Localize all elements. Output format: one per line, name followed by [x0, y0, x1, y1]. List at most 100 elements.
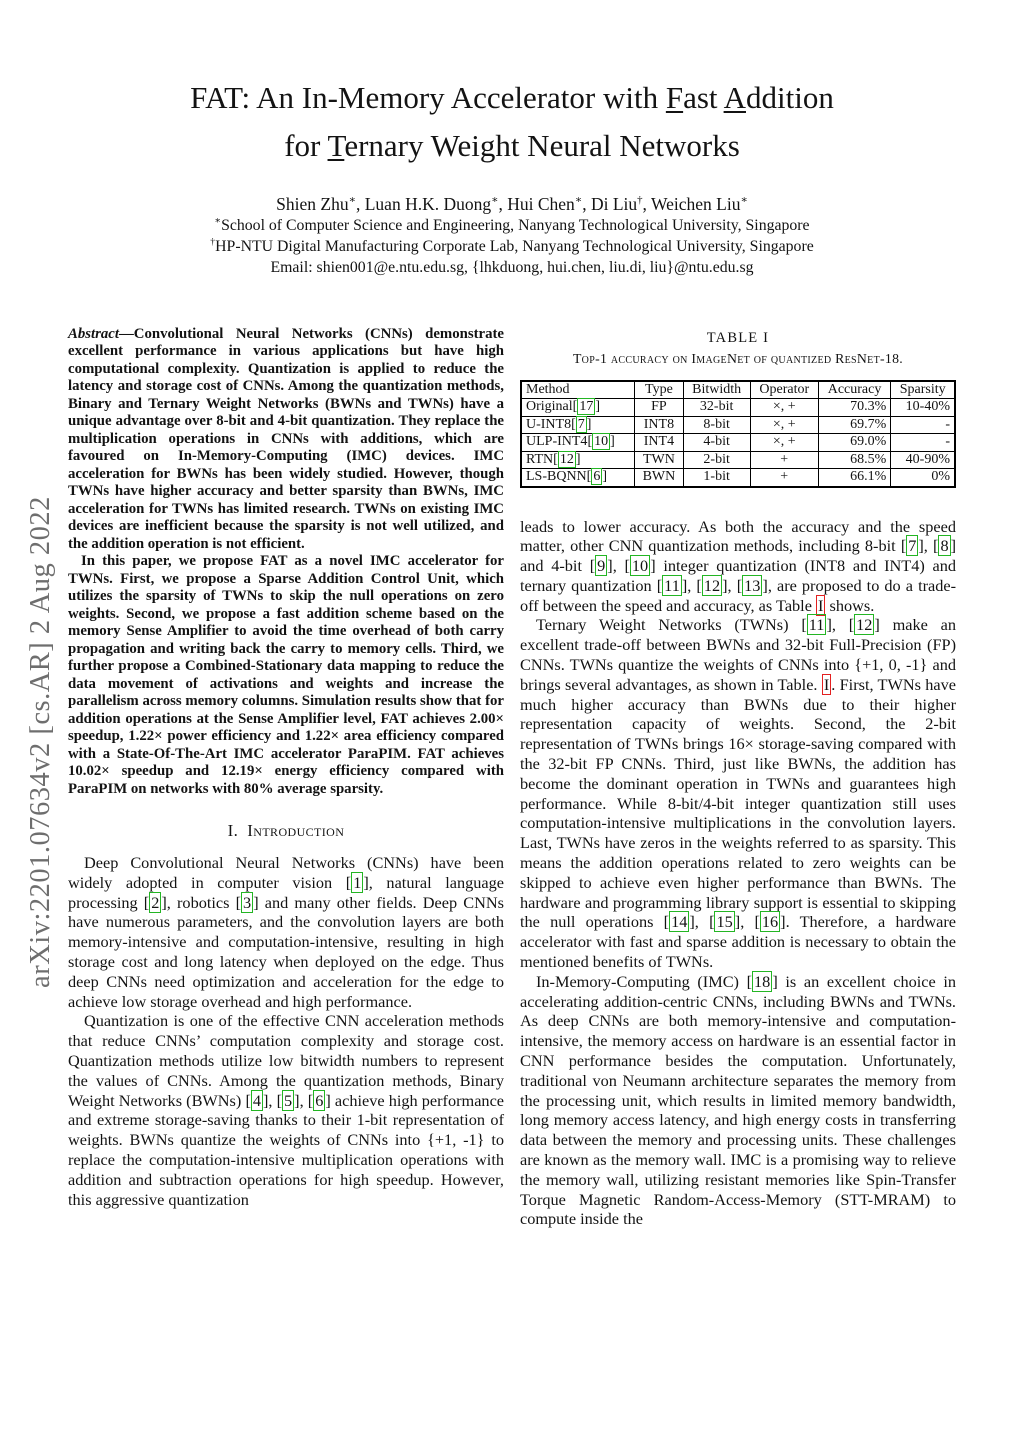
text-segment: , Weichen Liu [642, 194, 741, 214]
citation-link[interactable]: 13 [742, 574, 763, 596]
cell-type: FP [634, 398, 684, 417]
text-segment: ∗ [348, 194, 356, 207]
text-segment: . Therefore, a hardware accelerator with… [520, 912, 957, 972]
column-header-sparsity: Sparsity [890, 380, 956, 399]
citation-link[interactable]: 5 [282, 1089, 295, 1111]
table-row: LS-BQNN[6] BWN 1-bit + 66.1% 0% [520, 468, 956, 487]
title-line-2: for Ternary Weight Neural Networks [284, 128, 740, 163]
body-paragraph-imc: In-Memory-Computing (IMC) [18] is an exc… [520, 970, 956, 1229]
table-ref-link[interactable]: I [816, 594, 826, 616]
citation-link[interactable]: 17 [577, 398, 596, 416]
text-segment: , robotics [166, 892, 236, 912]
text-segment: ∗ [491, 194, 499, 207]
cell-method: RTN[12] [520, 450, 636, 469]
text-segment: FAT: An In-Memory Accelerator with [190, 80, 666, 115]
text-segment: , [740, 912, 755, 932]
text-segment: , Di Liu [582, 194, 638, 214]
citation-link[interactable]: 10 [592, 433, 611, 451]
text-segment: F [665, 80, 684, 115]
text-segment: LS-BQNN [526, 469, 587, 485]
cell-sparsity: - [890, 433, 956, 452]
citation-link[interactable]: 1 [351, 871, 364, 893]
cell-accuracy: 66.1% [817, 468, 892, 487]
paper-sheet: FAT: An In-Memory Accelerator with Fast … [68, 0, 956, 1229]
cell-sparsity: 0% [890, 468, 956, 487]
left-column: Abstract—Convolutional Neural Networks (… [68, 326, 504, 1210]
body-paragraph-quantization-tradeoff: leads to lower accuracy. As both the acc… [520, 516, 957, 616]
citation-link[interactable]: 4 [250, 1089, 263, 1111]
text-segment: for [284, 128, 328, 163]
table1-label: TABLE I [706, 329, 770, 346]
citation-link[interactable]: 2 [149, 891, 162, 913]
text-segment: . First, TWNs have much higher accuracy … [520, 674, 957, 932]
text-segment: , [612, 556, 625, 576]
text-segment: ∗ [574, 194, 583, 207]
text-segment: † [637, 194, 643, 207]
introduction-text: Deep Convolutional Neural Networks (CNNs… [68, 853, 504, 1209]
table-ref-link[interactable]: I [821, 673, 832, 695]
citation-link[interactable]: 6 [313, 1089, 326, 1111]
cell-bitwidth: 1-bit [682, 468, 751, 487]
intro-paragraph-1: Deep Convolutional Neural Networks (CNNs… [68, 853, 504, 1011]
citation-link[interactable]: 9 [595, 555, 608, 577]
citation-link[interactable]: 14 [669, 911, 690, 933]
text-segment: , natural language processing [68, 872, 504, 912]
email-line: Email: shien001@e.ntu.edu.sg, {lhkduong,… [270, 259, 754, 276]
citation-link[interactable]: 18 [752, 970, 773, 992]
cell-operator: ×, + [749, 415, 819, 434]
citation-link[interactable]: 8 [938, 535, 951, 557]
citation-link[interactable]: 7 [906, 535, 919, 557]
cell-accuracy: 68.5% [817, 450, 892, 469]
authors-block: Shien Zhu∗, Luan H.K. Duong∗, Hui Chen∗,… [68, 193, 956, 279]
title-line-1: FAT: An In-Memory Accelerator with Fast … [190, 80, 834, 115]
column-header-bitwidth: Bitwidth [682, 380, 751, 399]
citation-link[interactable]: 6 [591, 468, 603, 486]
citation-link[interactable]: 11 [806, 614, 827, 636]
right-column: TABLE I Top-1 accuracy on ImageNet of qu… [520, 326, 956, 1230]
text-segment: , are proposed to do a trade-off between… [520, 575, 957, 615]
text-segment: HP-NTU Digital Manufacturing Corporate L… [215, 237, 814, 255]
citation-link[interactable]: 12 [854, 614, 875, 636]
cell-accuracy: 69.7% [817, 415, 892, 434]
text-segment: ast [683, 80, 724, 115]
text-segment: and 4-bit [520, 556, 590, 576]
text-segment: ernary Weight Neural Networks [344, 128, 740, 163]
table-row: U-INT8[7] INT8 8-bit ×, + 69.7% - [520, 415, 956, 434]
text-segment: is an excellent choice in accelerating a… [520, 971, 956, 1229]
cell-type: BWN [634, 468, 684, 487]
citation-link[interactable]: 3 [241, 891, 254, 913]
section-title: Introduction [247, 821, 345, 840]
citation-link[interactable]: 12 [557, 450, 576, 468]
right-column-text: leads to lower accuracy. As both the acc… [520, 517, 956, 1230]
cell-bitwidth: 2-bit [682, 450, 751, 469]
column-header-type: Type [634, 380, 684, 399]
text-segment: Deep Convolutional Neural Networks (CNNs… [68, 853, 504, 892]
text-segment: , Hui Chen [498, 194, 575, 214]
cell-bitwidth: 8-bit [682, 415, 751, 434]
accuracy-table: Method Type Bitwidth Operator Accuracy S… [520, 379, 956, 488]
cell-sparsity: 40-90% [890, 450, 956, 469]
author-names: Shien Zhu∗, Luan H.K. Duong∗, Hui Chen∗,… [68, 193, 956, 216]
citation-link[interactable]: 12 [701, 574, 723, 596]
text-segment: leads to lower accuracy. As both the acc… [520, 516, 956, 556]
citation-link[interactable]: 11 [662, 574, 682, 596]
text-segment: Original [526, 399, 573, 415]
table1-caption: Top-1 accuracy on ImageNet of quantized … [572, 350, 904, 366]
cell-method: ULP-INT4[10] [520, 433, 636, 452]
text-segment: Quantization is one of the effective CNN… [68, 1011, 504, 1110]
citation-link[interactable]: 10 [629, 555, 651, 577]
text-segment: ∗ [740, 194, 748, 207]
text-segment: and many other fields. Deep CNNs have nu… [68, 892, 504, 1011]
citation-link[interactable]: 15 [714, 911, 735, 933]
cell-bitwidth: 32-bit [682, 398, 751, 417]
text-segment: , [923, 536, 934, 556]
text-segment: A [723, 80, 746, 115]
citation-link[interactable]: 16 [759, 911, 781, 933]
text-segment: integer quantization (INT8 and INT4) and… [520, 556, 956, 595]
citation-link[interactable]: 7 [575, 415, 587, 433]
text-segment: , [694, 912, 710, 932]
abstract-paragraph-2: In this paper, we propose FAT as a novel… [68, 553, 504, 798]
abstract-paragraph-1: Abstract—Convolutional Neural Networks (… [68, 326, 504, 554]
column-header-accuracy: Accuracy [817, 380, 892, 399]
